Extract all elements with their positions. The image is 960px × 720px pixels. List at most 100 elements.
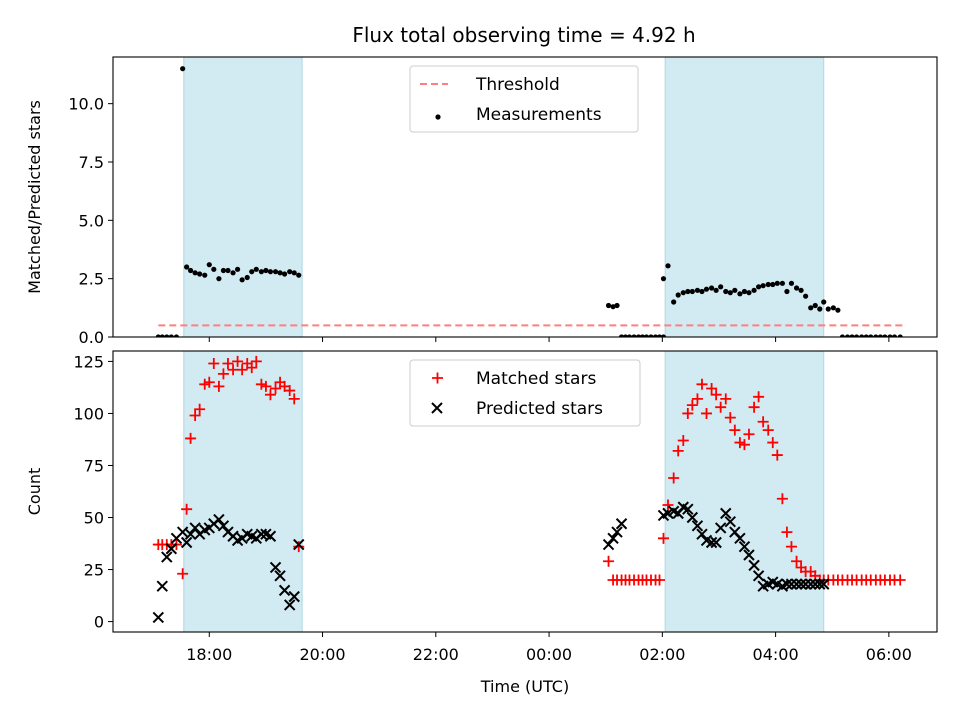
matched-star-point <box>250 355 262 367</box>
measurement-point <box>723 288 729 295</box>
matched-star-point <box>236 364 248 376</box>
predicted-star-point <box>691 520 704 532</box>
predicted-star-point <box>184 528 197 540</box>
measurement-point <box>882 334 888 337</box>
x-tick-label: 02:00 <box>639 645 685 664</box>
predicted-star-point <box>790 578 803 590</box>
measurement-point <box>192 270 198 276</box>
measurement-point <box>835 307 841 313</box>
measurement-point <box>788 280 795 286</box>
predicted-star-point <box>165 543 178 555</box>
matched-star-point <box>743 428 755 440</box>
predicted-star-point <box>269 561 282 574</box>
measurement-point <box>741 288 748 295</box>
measurement-point <box>808 305 814 311</box>
y-tick-label: 50 <box>84 509 104 528</box>
matched-star-point <box>293 541 305 553</box>
predicted-star-point <box>686 511 699 524</box>
matched-star-point <box>284 385 296 397</box>
measurement-point <box>244 274 250 281</box>
matched-star-point <box>757 416 769 428</box>
panel-top: 0.0 2.5 5.0 7.5 10.0 Matched/Predicted stars T… <box>25 56 938 347</box>
measurement-point <box>873 334 879 337</box>
legend-measurement-swatch <box>435 114 441 120</box>
matched-star-point <box>194 403 206 415</box>
measurement-point <box>694 287 701 293</box>
measurement-point <box>765 281 771 288</box>
y-tick-label: 0 <box>94 613 104 632</box>
measurement-point <box>868 334 874 337</box>
matched-star-point <box>232 355 244 367</box>
matched-star-point <box>264 389 276 401</box>
measurement-point <box>746 290 752 296</box>
legend-predicted-swatch <box>431 402 443 414</box>
measurement-point <box>853 334 860 337</box>
measurement-point <box>618 334 625 337</box>
x-tick-label: 18:00 <box>186 645 232 664</box>
predicted-star-point <box>799 578 812 590</box>
matched-star-point <box>189 410 201 422</box>
y-tick-label: 100 <box>73 404 104 423</box>
measurement-point <box>287 269 293 275</box>
matched-star-point <box>222 357 234 369</box>
matched-star-point <box>672 445 684 457</box>
measurement-point <box>709 285 715 291</box>
predicted-star-point <box>161 551 173 563</box>
measurement-point <box>605 302 612 309</box>
predicted-star-point <box>720 507 732 520</box>
y-tick-label: 125 <box>73 352 104 371</box>
axes-frame <box>112 350 938 633</box>
measurement-point <box>631 334 637 337</box>
measurement-point <box>699 288 705 295</box>
predicted-star-point <box>805 578 817 590</box>
measurement-point <box>211 266 217 272</box>
measurement-point <box>671 299 677 305</box>
matched-star-point <box>603 555 615 567</box>
predicted-star-point <box>176 526 189 538</box>
predicted-star-point <box>785 578 798 590</box>
measurement-point <box>626 334 633 337</box>
predicted-star-point <box>278 584 291 597</box>
measurement-point <box>859 334 865 337</box>
measurement-point <box>821 299 827 305</box>
predicted-star-point <box>734 532 746 545</box>
legend-box <box>409 359 641 427</box>
matched-star-point <box>696 378 708 390</box>
matched-star-point <box>762 424 774 436</box>
predicted-star-point <box>818 578 830 590</box>
measurement-point <box>216 276 222 282</box>
measurement-point <box>197 271 203 277</box>
measurement-point <box>803 293 809 299</box>
measurement-point <box>225 267 231 274</box>
axes-frame <box>112 56 938 338</box>
y-tick-label: 5.0 <box>79 211 104 230</box>
y-tick-label: 7.5 <box>79 153 104 172</box>
measurement-point <box>159 334 165 337</box>
measurement-point <box>258 269 264 275</box>
legend-label: Measurements <box>476 105 602 125</box>
measurement-point <box>155 334 161 337</box>
panel-bottom: 0 25 50 75 100 125 18:00 20:00 22:00 00:00 02:00 04… <box>25 350 938 696</box>
matched-star-point <box>654 574 666 586</box>
matched-star-point <box>677 435 689 447</box>
measurement-point <box>779 280 785 286</box>
predicted-star-point <box>152 611 165 624</box>
measurement-point <box>206 262 212 268</box>
matched-star-point <box>776 493 788 505</box>
predicted-star-point <box>283 599 296 611</box>
predicted-star-point <box>288 590 300 603</box>
predicted-star-point <box>752 570 765 582</box>
measurement-point <box>812 302 818 309</box>
measurement-point <box>703 286 710 292</box>
measurement-point <box>891 334 898 337</box>
y-tick-label: 10.0 <box>68 95 104 114</box>
measurement-point <box>639 334 646 337</box>
matched-star-point <box>738 439 750 451</box>
x-tick-label: 00:00 <box>526 645 572 664</box>
matched-star-point <box>724 412 736 424</box>
measurement-point <box>614 302 620 309</box>
measurement-point <box>665 263 671 269</box>
matched-star-point <box>260 380 272 392</box>
predicted-star-point <box>611 526 623 538</box>
